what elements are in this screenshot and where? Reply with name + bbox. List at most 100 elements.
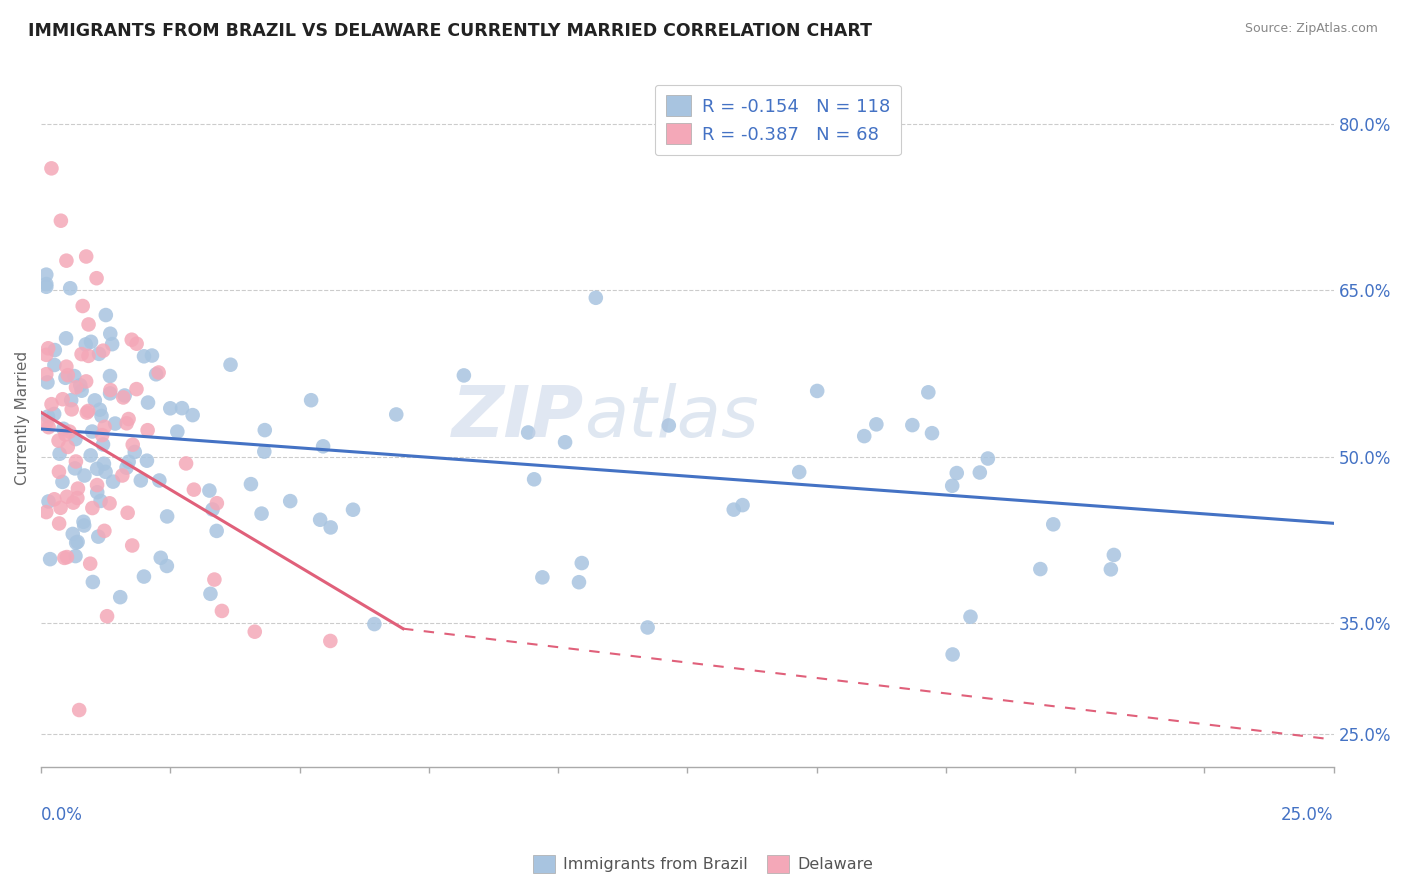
Point [82, 425, 104, 439]
Point [98, 496, 121, 510]
Point [977, 451, 1000, 466]
Point [56, 550, 79, 565]
Point [49, 213, 72, 227]
Text: 0.0%: 0.0% [41, 806, 83, 824]
Point [115, 417, 138, 431]
Point [156, 559, 179, 574]
Point [211, 604, 233, 618]
Point [91, 428, 114, 442]
Point [62, 496, 84, 510]
Point [86, 462, 108, 476]
Point [66, 491, 89, 505]
Point [112, 391, 135, 405]
Point [98, 369, 121, 384]
Point [1099, 562, 1122, 576]
Point [1029, 562, 1052, 576]
Point [53, 550, 76, 565]
Point [517, 425, 540, 440]
Text: 25.0%: 25.0% [1281, 806, 1334, 824]
Point [70, 384, 93, 398]
Point [48, 447, 70, 461]
Point [87, 530, 110, 544]
Text: ZIP: ZIP [451, 384, 583, 452]
Point [731, 498, 754, 512]
Point [65, 454, 87, 468]
Point [39, 552, 62, 566]
Point [94, 308, 117, 322]
Point [115, 460, 138, 475]
Point [66, 534, 89, 549]
Point [35, 277, 58, 291]
Point [141, 349, 163, 363]
Point [136, 395, 159, 409]
Point [202, 573, 225, 587]
Point [198, 483, 221, 498]
Point [250, 507, 273, 521]
Point [205, 524, 228, 538]
Point [118, 455, 141, 469]
Point [82, 501, 104, 516]
Legend: R = -0.154   N = 118, R = -0.387   N = 68: R = -0.154 N = 118, R = -0.387 N = 68 [655, 85, 901, 155]
Point [148, 366, 170, 380]
Point [93, 457, 115, 471]
Point [75, 337, 97, 351]
Point [75, 250, 97, 264]
Point [531, 570, 554, 584]
Point [568, 575, 591, 590]
Point [96, 609, 118, 624]
Point [86, 478, 108, 492]
Point [65, 535, 87, 549]
Point [66, 482, 89, 496]
Point [104, 417, 127, 431]
Point [49, 500, 72, 515]
Point [35, 279, 58, 293]
Point [145, 368, 167, 382]
Point [55, 331, 77, 345]
Point [114, 388, 136, 402]
Point [205, 496, 228, 510]
Point [170, 401, 193, 416]
Point [101, 475, 124, 489]
Point [72, 299, 94, 313]
Point [853, 429, 876, 443]
Point [70, 347, 93, 361]
Point [571, 556, 593, 570]
Point [69, 378, 91, 392]
Point [63, 461, 86, 475]
Point [121, 437, 143, 451]
Point [35, 416, 58, 430]
Point [135, 453, 157, 467]
Point [48, 434, 70, 448]
Point [38, 420, 60, 434]
Point [56, 368, 79, 383]
Point [63, 369, 86, 384]
Point [98, 386, 121, 401]
Text: atlas: atlas [583, 384, 759, 452]
Point [523, 472, 546, 486]
Point [312, 439, 335, 453]
Point [44, 407, 66, 421]
Point [90, 409, 112, 423]
Point [121, 539, 143, 553]
Point [637, 620, 659, 634]
Point [56, 490, 79, 504]
Point [136, 423, 159, 437]
Point [941, 479, 963, 493]
Point [62, 527, 84, 541]
Point [125, 382, 148, 396]
Point [52, 422, 75, 436]
Point [89, 402, 111, 417]
Point [44, 358, 66, 372]
Point [41, 397, 63, 411]
Point [723, 502, 745, 516]
Point [98, 326, 121, 341]
Point [60, 402, 83, 417]
Point [969, 466, 991, 480]
Point [55, 359, 77, 374]
Point [385, 408, 408, 422]
Point [55, 371, 77, 385]
Point [93, 419, 115, 434]
Point [44, 492, 66, 507]
Point [1102, 548, 1125, 562]
Point [125, 336, 148, 351]
